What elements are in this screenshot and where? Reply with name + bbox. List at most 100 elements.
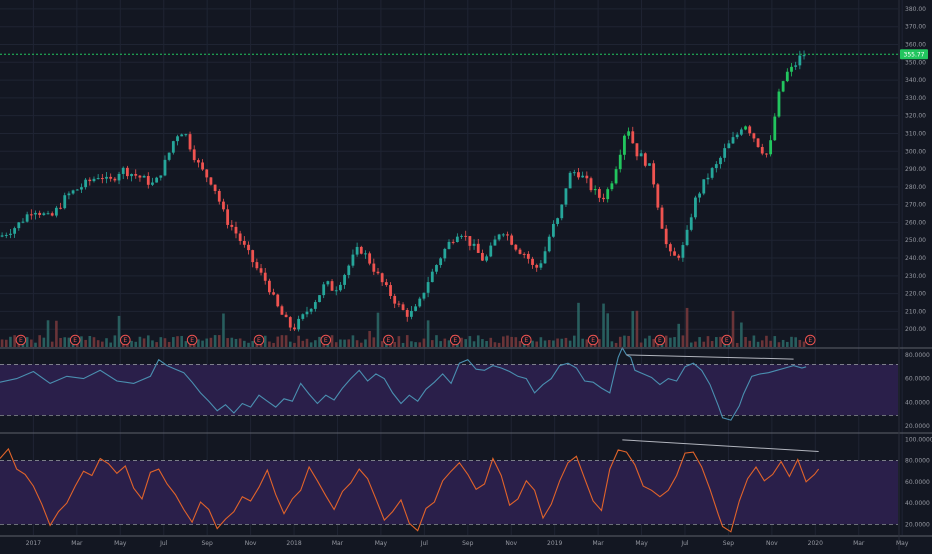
price-tick-label: 240.00	[905, 255, 926, 262]
candle-body	[67, 193, 71, 196]
candle-body	[184, 134, 188, 136]
candle-body	[255, 262, 259, 269]
volume-bar	[0, 339, 4, 347]
volume-bar	[618, 336, 622, 347]
earnings-marker-icon	[804, 334, 816, 346]
earnings-marker-icon	[253, 334, 265, 346]
candle-body	[105, 176, 108, 179]
candle-body	[4, 234, 8, 236]
candle-body	[518, 249, 522, 254]
earnings-marker-icon	[15, 334, 27, 346]
candle-body	[326, 281, 330, 285]
x-tick-label: Nov	[505, 540, 517, 547]
price-tick-label: 320.00	[905, 113, 926, 120]
x-tick-label: Nov	[766, 540, 778, 547]
candle-body	[593, 189, 597, 191]
volume-bar	[376, 312, 380, 347]
volume-bar	[347, 339, 351, 347]
volume-bar	[414, 342, 417, 347]
volume-bar	[34, 342, 37, 347]
volume-bar	[9, 336, 12, 347]
volume-bar	[55, 320, 58, 347]
price-tick-label: 300.00	[905, 148, 926, 155]
volume-bar	[368, 330, 371, 347]
volume-bar	[355, 340, 359, 347]
volume-bar	[155, 342, 158, 347]
candle-body	[510, 235, 514, 245]
volume-bar	[305, 338, 309, 347]
candle-body	[610, 183, 614, 190]
volume-bar	[297, 335, 300, 347]
candle-body	[501, 234, 505, 236]
candle-body	[489, 245, 493, 257]
volume-bar	[263, 335, 267, 347]
volume-bar	[460, 337, 463, 347]
candle-body	[330, 281, 334, 291]
volume-bar	[105, 338, 108, 347]
x-tick-label: 2020	[808, 540, 823, 547]
candle-body	[280, 306, 284, 315]
volume-bar	[142, 338, 146, 347]
candle-body	[723, 148, 727, 158]
candle-body	[702, 179, 706, 194]
candle-body	[176, 136, 179, 142]
x-tick-label: May	[114, 540, 127, 547]
x-tick-label: 2017	[26, 540, 41, 547]
earnings-marker-label: E	[19, 337, 23, 344]
candle-body	[543, 251, 547, 264]
last-price-label-box	[900, 49, 928, 60]
candle-body	[497, 234, 501, 240]
volume-bar	[573, 335, 576, 347]
volume-bar	[543, 340, 547, 347]
band-fill	[0, 460, 898, 525]
volume-bar	[802, 341, 806, 347]
earnings-marker-icon	[587, 334, 599, 346]
candle-body	[63, 195, 67, 209]
volume-bar	[201, 340, 204, 347]
volume-bar	[602, 303, 605, 347]
x-tick-label: May	[896, 540, 909, 547]
volume-bar	[481, 339, 484, 347]
candle-body	[284, 314, 288, 318]
volume-bar	[268, 341, 271, 347]
volume-bar	[702, 341, 706, 347]
oscillator-series-line	[0, 447, 820, 533]
volume-bar	[159, 337, 163, 347]
candle-body	[781, 81, 785, 92]
volume-bar	[610, 341, 614, 347]
volume-bar	[163, 338, 167, 347]
candle-body	[410, 310, 413, 317]
candle-body	[146, 175, 150, 185]
x-tick-label: May	[375, 540, 388, 547]
volume-bar	[67, 337, 71, 347]
candle-body	[121, 167, 125, 174]
candle-body	[714, 164, 718, 169]
volume-bar	[393, 342, 397, 347]
candle-body	[706, 177, 710, 180]
volume-bar	[301, 340, 305, 347]
candle-body	[681, 245, 685, 258]
oscillator-tick-label: 20.0000	[905, 521, 930, 528]
candle-body	[100, 178, 104, 180]
volume-bar	[510, 336, 513, 347]
candle-body	[777, 91, 781, 117]
volume-bar	[167, 341, 171, 347]
candle-body	[359, 246, 363, 254]
candle-body	[192, 149, 196, 161]
volume-bar	[251, 340, 254, 347]
candle-body	[293, 327, 296, 330]
volume-bar	[552, 340, 555, 347]
x-tick-label: Mar	[853, 540, 865, 547]
volume-bar	[13, 335, 16, 347]
volume-bar	[243, 340, 246, 347]
candle-body	[443, 248, 447, 259]
candle-body	[760, 147, 764, 154]
volume-bar	[623, 335, 626, 347]
candle-body	[309, 308, 313, 312]
price-tick-label: 360.00	[905, 41, 926, 48]
price-tick-label: 310.00	[905, 130, 926, 137]
candle-body	[117, 173, 121, 181]
candle-body	[719, 157, 722, 165]
candle-body	[301, 314, 305, 319]
